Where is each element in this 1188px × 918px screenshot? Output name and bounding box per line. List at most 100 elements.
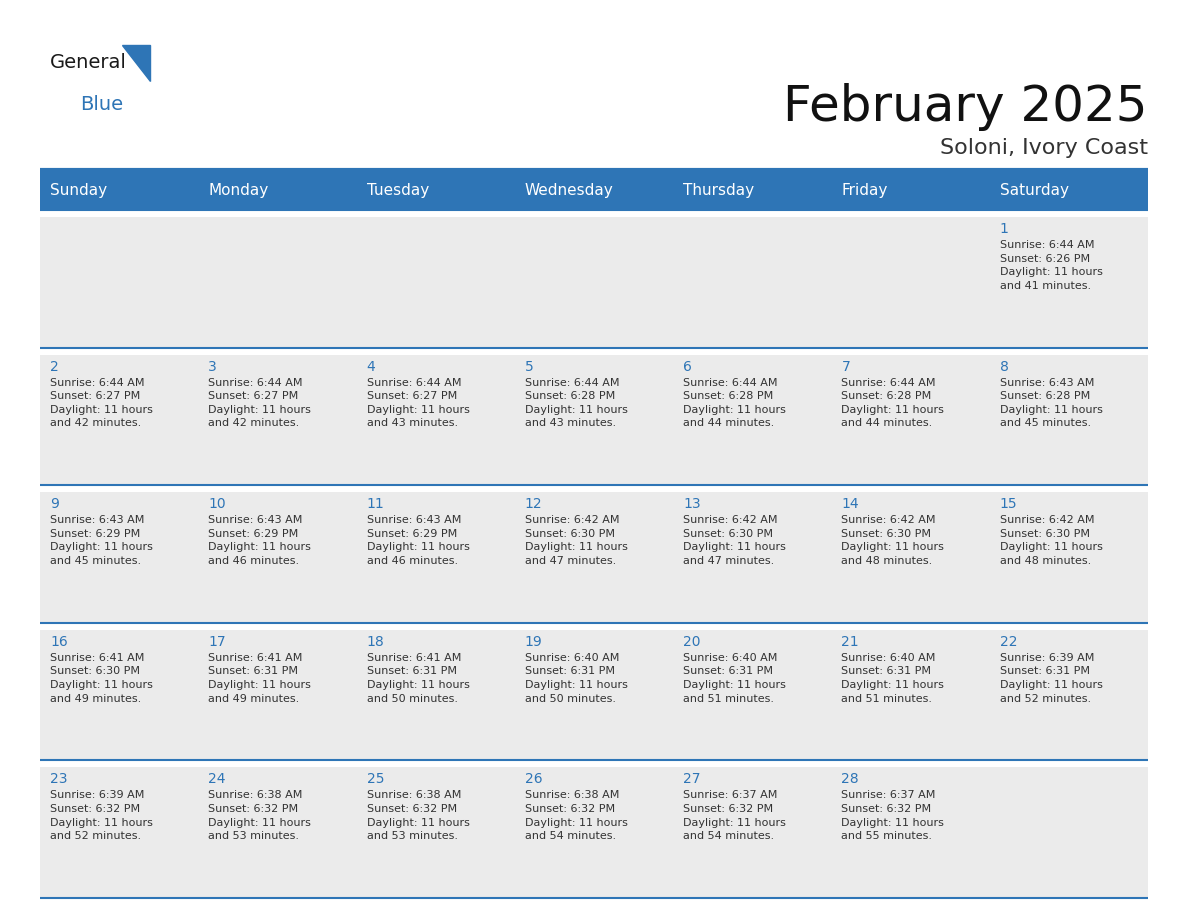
Bar [40,760,198,898]
Bar [990,622,1148,760]
Text: Sunrise: 6:43 AM
Sunset: 6:29 PM
Daylight: 11 hours
and 46 minutes.: Sunrise: 6:43 AM Sunset: 6:29 PM Dayligh… [367,515,469,566]
Text: Sunrise: 6:44 AM
Sunset: 6:28 PM
Daylight: 11 hours
and 44 minutes.: Sunrise: 6:44 AM Sunset: 6:28 PM Dayligh… [683,377,786,429]
Bar [990,486,1148,492]
Bar [40,486,198,492]
Text: 3: 3 [208,360,217,374]
Bar [198,486,356,492]
Bar [990,622,1148,630]
Text: Tuesday: Tuesday [367,183,429,197]
Bar [990,486,1148,622]
Bar [40,760,198,767]
Bar [40,210,198,348]
Bar [832,622,990,630]
Bar [40,210,198,217]
Bar [198,760,356,767]
Text: Sunrise: 6:44 AM
Sunset: 6:27 PM
Daylight: 11 hours
and 42 minutes.: Sunrise: 6:44 AM Sunset: 6:27 PM Dayligh… [50,377,153,429]
Text: 20: 20 [683,635,701,649]
Bar [198,210,356,348]
Bar [356,348,514,354]
Bar [356,622,514,630]
Bar [514,210,674,348]
Text: Sunrise: 6:42 AM
Sunset: 6:30 PM
Daylight: 11 hours
and 48 minutes.: Sunrise: 6:42 AM Sunset: 6:30 PM Dayligh… [841,515,944,566]
Text: 10: 10 [208,498,226,511]
Polygon shape [122,45,150,81]
Text: 15: 15 [1000,498,1017,511]
Text: Sunrise: 6:39 AM
Sunset: 6:32 PM
Daylight: 11 hours
and 52 minutes.: Sunrise: 6:39 AM Sunset: 6:32 PM Dayligh… [50,790,153,841]
Text: Sunrise: 6:41 AM
Sunset: 6:30 PM
Daylight: 11 hours
and 49 minutes.: Sunrise: 6:41 AM Sunset: 6:30 PM Dayligh… [50,653,153,703]
Bar [514,210,674,217]
Text: 12: 12 [525,498,543,511]
Bar [198,210,356,217]
Text: Friday: Friday [841,183,887,197]
Text: Wednesday: Wednesday [525,183,614,197]
Bar [674,486,832,492]
Text: 2: 2 [50,360,58,374]
Bar [198,622,356,630]
Bar [40,622,198,760]
Text: Sunrise: 6:38 AM
Sunset: 6:32 PM
Daylight: 11 hours
and 53 minutes.: Sunrise: 6:38 AM Sunset: 6:32 PM Dayligh… [367,790,469,841]
Bar [40,622,198,630]
Text: 11: 11 [367,498,385,511]
Text: 22: 22 [1000,635,1017,649]
Bar [832,486,990,492]
Text: Sunrise: 6:42 AM
Sunset: 6:30 PM
Daylight: 11 hours
and 48 minutes.: Sunrise: 6:42 AM Sunset: 6:30 PM Dayligh… [1000,515,1102,566]
Text: 7: 7 [841,360,851,374]
Bar [356,210,514,348]
Bar [40,348,198,486]
Text: Sunrise: 6:44 AM
Sunset: 6:28 PM
Daylight: 11 hours
and 43 minutes.: Sunrise: 6:44 AM Sunset: 6:28 PM Dayligh… [525,377,627,429]
Text: 9: 9 [50,498,59,511]
Bar [198,760,356,898]
Text: Thursday: Thursday [683,183,754,197]
Text: 23: 23 [50,772,68,787]
Text: February 2025: February 2025 [784,83,1148,131]
Bar [990,348,1148,486]
Bar [514,760,674,898]
Bar [514,348,674,486]
Text: 25: 25 [367,772,384,787]
Text: Sunrise: 6:44 AM
Sunset: 6:28 PM
Daylight: 11 hours
and 44 minutes.: Sunrise: 6:44 AM Sunset: 6:28 PM Dayligh… [841,377,944,429]
Text: 28: 28 [841,772,859,787]
Bar [514,486,674,622]
Bar [832,760,990,767]
Bar [990,210,1148,348]
Bar [832,210,990,348]
Bar [832,486,990,622]
Text: Sunrise: 6:41 AM
Sunset: 6:31 PM
Daylight: 11 hours
and 49 minutes.: Sunrise: 6:41 AM Sunset: 6:31 PM Dayligh… [208,653,311,703]
Bar [356,348,514,486]
Text: 14: 14 [841,498,859,511]
Bar [832,760,990,898]
Bar [832,210,990,217]
Bar [356,622,514,760]
Text: 24: 24 [208,772,226,787]
Bar [40,348,198,354]
Bar [674,348,832,486]
Bar [356,760,514,898]
Bar [674,348,832,354]
Text: Sunrise: 6:37 AM
Sunset: 6:32 PM
Daylight: 11 hours
and 54 minutes.: Sunrise: 6:37 AM Sunset: 6:32 PM Dayligh… [683,790,786,841]
Bar [990,348,1148,354]
Bar [674,210,832,348]
Bar [40,170,1148,210]
Text: 6: 6 [683,360,693,374]
Text: Sunrise: 6:39 AM
Sunset: 6:31 PM
Daylight: 11 hours
and 52 minutes.: Sunrise: 6:39 AM Sunset: 6:31 PM Dayligh… [1000,653,1102,703]
Text: 8: 8 [1000,360,1009,374]
Bar [990,760,1148,898]
Text: Sunrise: 6:42 AM
Sunset: 6:30 PM
Daylight: 11 hours
and 47 minutes.: Sunrise: 6:42 AM Sunset: 6:30 PM Dayligh… [683,515,786,566]
Bar [198,348,356,354]
Bar [356,760,514,767]
Bar [198,622,356,760]
Bar [40,486,198,622]
Text: 13: 13 [683,498,701,511]
Bar [832,348,990,486]
Text: Sunrise: 6:37 AM
Sunset: 6:32 PM
Daylight: 11 hours
and 55 minutes.: Sunrise: 6:37 AM Sunset: 6:32 PM Dayligh… [841,790,944,841]
Bar [356,486,514,492]
Text: 17: 17 [208,635,226,649]
Bar [990,210,1148,217]
Bar [514,760,674,767]
Bar [514,622,674,630]
Bar [674,622,832,760]
Text: Monday: Monday [208,183,268,197]
Text: Sunrise: 6:42 AM
Sunset: 6:30 PM
Daylight: 11 hours
and 47 minutes.: Sunrise: 6:42 AM Sunset: 6:30 PM Dayligh… [525,515,627,566]
Text: Sunrise: 6:40 AM
Sunset: 6:31 PM
Daylight: 11 hours
and 51 minutes.: Sunrise: 6:40 AM Sunset: 6:31 PM Dayligh… [683,653,786,703]
Text: Sunrise: 6:44 AM
Sunset: 6:26 PM
Daylight: 11 hours
and 41 minutes.: Sunrise: 6:44 AM Sunset: 6:26 PM Dayligh… [1000,240,1102,291]
